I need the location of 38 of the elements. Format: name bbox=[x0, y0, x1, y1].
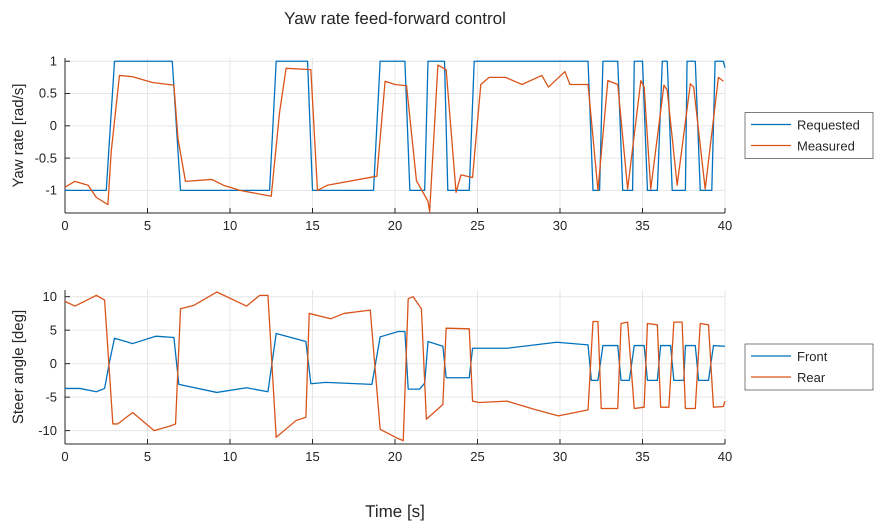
y-axis-title: Yaw rate [rad/s] bbox=[10, 84, 27, 188]
y-tick-label: 0.5 bbox=[38, 86, 57, 101]
legend-label: Requested bbox=[797, 118, 860, 132]
y-tick-label: 5 bbox=[50, 322, 57, 338]
x-tick-label: 30 bbox=[552, 218, 568, 234]
x-tick-label: 10 bbox=[222, 449, 238, 464]
legend-label: Rear bbox=[797, 370, 826, 385]
y-axis-title: Steer angle [deg] bbox=[10, 310, 27, 424]
y-tick-label: -10 bbox=[38, 422, 57, 438]
x-tick-label: 5 bbox=[144, 218, 152, 234]
x-tick-label: 40 bbox=[718, 218, 732, 234]
y-tick-label: 0 bbox=[50, 118, 57, 133]
x-tick-label: 35 bbox=[635, 218, 650, 234]
x-tick-label: 20 bbox=[388, 218, 402, 234]
x-tick-label: 0 bbox=[61, 449, 69, 464]
x-axis-title: Time [s] bbox=[365, 502, 425, 521]
y-tick-label: 0 bbox=[50, 356, 57, 371]
y-tick-label: 10 bbox=[42, 288, 57, 304]
line-series bbox=[64, 291, 726, 442]
y-tick-label: 1 bbox=[50, 53, 57, 68]
y-tick-label: -1 bbox=[45, 182, 57, 198]
x-tick-label: 15 bbox=[305, 218, 320, 234]
x-tick-label: 25 bbox=[470, 449, 485, 464]
legend-label: Measured bbox=[797, 138, 855, 154]
x-tick-label: 0 bbox=[61, 218, 69, 234]
legend-label: Front bbox=[797, 349, 828, 364]
line-series bbox=[64, 330, 726, 394]
y-tick-label: -0.5 bbox=[34, 150, 57, 166]
y-tick-label: -5 bbox=[45, 389, 57, 404]
x-tick-label: 40 bbox=[718, 449, 732, 464]
x-tick-label: 20 bbox=[388, 449, 402, 464]
x-tick-label: 25 bbox=[470, 218, 485, 234]
chart-title: Yaw rate feed-forward control bbox=[284, 9, 506, 28]
x-tick-label: 5 bbox=[144, 449, 152, 464]
x-tick-label: 35 bbox=[635, 449, 650, 464]
x-tick-label: 15 bbox=[305, 449, 320, 464]
x-tick-label: 30 bbox=[552, 449, 568, 464]
x-tick-label: 10 bbox=[222, 218, 238, 234]
